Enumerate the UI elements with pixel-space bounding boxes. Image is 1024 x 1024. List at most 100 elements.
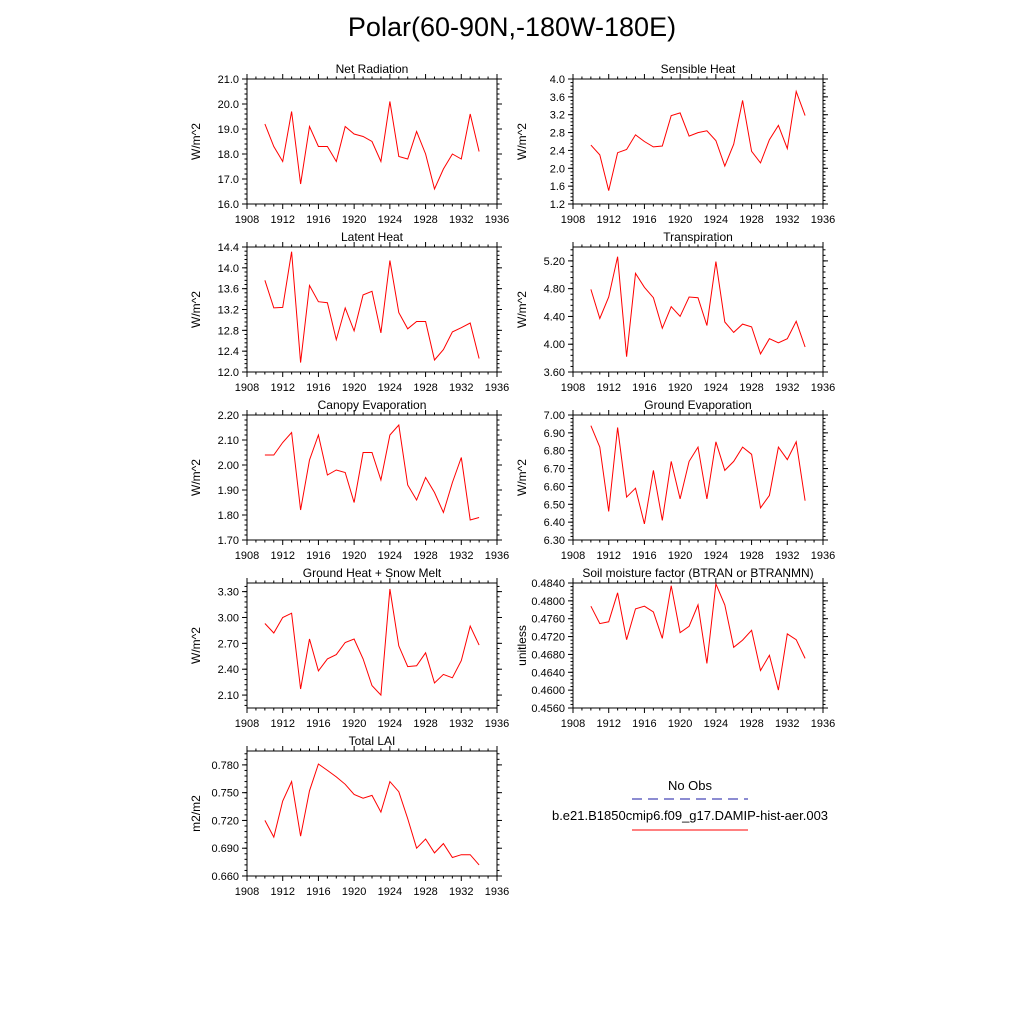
panel-9-xtick-label: 1912 xyxy=(270,886,294,898)
panel-1-ytick-label: 21.0 xyxy=(218,74,239,86)
panel-9-xtick-label: 1908 xyxy=(235,886,259,898)
panel-6-xtick-label: 1916 xyxy=(632,550,656,562)
panel-3-ytick-label: 13.2 xyxy=(218,305,239,317)
panel-4-ytick-label: 4.00 xyxy=(544,339,565,351)
panel-3-ytick-label: 14.0 xyxy=(218,263,239,275)
panel-8-xtick-label: 1908 xyxy=(561,718,585,730)
panel-8-xtick-label: 1916 xyxy=(632,718,656,730)
panel-9-xtick-label: 1936 xyxy=(485,886,509,898)
panel-7-series-line-1 xyxy=(264,588,480,697)
panel-3-xtick-label: 1916 xyxy=(306,382,330,394)
panel-8-ylabel: unitless xyxy=(515,625,529,666)
panel-6-xtick-label: 1924 xyxy=(704,550,728,562)
panel-4-frame xyxy=(572,246,824,373)
legend-label-obs: No Obs xyxy=(667,778,713,793)
panel-8-ytick-label: 0.4600 xyxy=(531,685,565,697)
panel-4-ytick-label: 4.80 xyxy=(544,284,565,296)
panel-1-xtick-label: 1920 xyxy=(342,214,366,226)
panel-3-ylabel: W/m^2 xyxy=(189,291,203,328)
panel-6-ytick-label: 7.00 xyxy=(544,410,565,422)
panel-6-xtick-label: 1932 xyxy=(775,550,799,562)
panel-7-xtick-label: 1920 xyxy=(342,718,366,730)
panel-7-ytick-label: 2.40 xyxy=(218,664,239,676)
panel-9-xtick-label: 1924 xyxy=(378,886,402,898)
panel-5-ytick-label: 2.10 xyxy=(218,435,239,447)
legend-line-model xyxy=(632,829,748,831)
panel-9-ytick-label: 0.690 xyxy=(211,843,239,855)
panel-5-xtick-label: 1912 xyxy=(270,550,294,562)
panel-4-ytick-label: 3.60 xyxy=(544,367,565,379)
panel-6-ytick-label: 6.70 xyxy=(544,464,565,476)
panel-2-ytick-label: 1.6 xyxy=(550,181,565,193)
panel-7-xtick-label: 1912 xyxy=(270,718,294,730)
panel-8-series-line-1 xyxy=(590,581,806,691)
panel-5-ytick-label: 1.90 xyxy=(218,485,239,497)
legend-label-model: b.e21.B1850cmip6.f09_g17.DAMIP-hist-aer.… xyxy=(551,808,829,823)
panel-2-ytick-label: 4.0 xyxy=(550,74,565,86)
panel-6-ytick-label: 6.90 xyxy=(544,428,565,440)
panel-8-ytick-label: 0.4800 xyxy=(531,596,565,608)
panel-6-xtick-label: 1912 xyxy=(596,550,620,562)
panel-3-xtick-label: 1928 xyxy=(413,382,437,394)
panel-5-xtick-label: 1916 xyxy=(306,550,330,562)
panel-1-xtick-label: 1928 xyxy=(413,214,437,226)
panel-2-ytick-label: 1.2 xyxy=(550,199,565,211)
panel-7-xtick-label: 1916 xyxy=(306,718,330,730)
panel-4-series-line-1 xyxy=(590,256,806,357)
panel-6-xtick-label: 1936 xyxy=(811,550,835,562)
panel-2-title: Sensible Heat xyxy=(661,62,736,76)
panel-7-ytick-label: 2.70 xyxy=(218,638,239,650)
panel-6-ytick-label: 6.60 xyxy=(544,481,565,493)
panel-2-ytick-label: 2.8 xyxy=(550,128,565,140)
panel-9-title: Total LAI xyxy=(349,734,396,748)
panel-1-ytick-label: 20.0 xyxy=(218,99,239,111)
panel-2-xtick-label: 1916 xyxy=(632,214,656,226)
panel-5-series-line-1 xyxy=(264,423,480,521)
panel-3-ytick-label: 12.4 xyxy=(218,346,239,358)
panel-5-title: Canopy Evaporation xyxy=(318,398,427,412)
panel-7-xtick-label: 1924 xyxy=(378,718,402,730)
panel-1-xtick-label: 1932 xyxy=(449,214,473,226)
panel-3-xtick-label: 1920 xyxy=(342,382,366,394)
panel-5-xtick-label: 1928 xyxy=(413,550,437,562)
panel-7-xtick-label: 1936 xyxy=(485,718,509,730)
panel-8-xtick-label: 1920 xyxy=(668,718,692,730)
panel-3-xtick-label: 1908 xyxy=(235,382,259,394)
panel-2-xtick-label: 1924 xyxy=(704,214,728,226)
panel-5-ylabel: W/m^2 xyxy=(189,459,203,496)
panel-4-xtick-label: 1936 xyxy=(811,382,835,394)
panel-5-ytick-label: 1.80 xyxy=(218,510,239,522)
panel-9-ylabel: m2/m2 xyxy=(189,795,203,832)
panel-6-xtick-label: 1908 xyxy=(561,550,585,562)
panel-8-xtick-label: 1924 xyxy=(704,718,728,730)
panel-6-title: Ground Evaporation xyxy=(644,398,751,412)
panel-4-xtick-label: 1928 xyxy=(739,382,763,394)
panel-3-ytick-label: 14.4 xyxy=(218,242,239,254)
panel-2-ytick-label: 2.4 xyxy=(550,145,565,157)
panel-3-xtick-label: 1936 xyxy=(485,382,509,394)
figure-title: Polar(60-90N,-180W-180E) xyxy=(347,12,677,42)
panel-6-ytick-label: 6.80 xyxy=(544,446,565,458)
panel-6-ytick-label: 6.40 xyxy=(544,517,565,529)
panel-6-series-line-1 xyxy=(590,425,806,525)
panel-3-title: Latent Heat xyxy=(341,230,404,244)
panel-6-ytick-label: 6.50 xyxy=(544,499,565,511)
panel-9-xtick-label: 1920 xyxy=(342,886,366,898)
panel-2-xtick-label: 1912 xyxy=(596,214,620,226)
panel-5-xtick-label: 1908 xyxy=(235,550,259,562)
panel-2-xtick-label: 1932 xyxy=(775,214,799,226)
panel-1-series-line-1 xyxy=(264,101,480,191)
panel-9-frame xyxy=(246,750,498,877)
panel-5-ytick-label: 2.20 xyxy=(218,410,239,422)
panel-7-ytick-label: 2.10 xyxy=(218,690,239,702)
panel-5-ytick-label: 1.70 xyxy=(218,535,239,547)
panel-3-xtick-label: 1932 xyxy=(449,382,473,394)
panel-2-xtick-label: 1920 xyxy=(668,214,692,226)
panel-3-ytick-label: 13.6 xyxy=(218,284,239,296)
panel-2-ytick-label: 2.0 xyxy=(550,163,565,175)
panel-5-xtick-label: 1936 xyxy=(485,550,509,562)
panel-7-xtick-label: 1908 xyxy=(235,718,259,730)
panel-3-ytick-label: 12.0 xyxy=(218,367,239,379)
panel-8-xtick-label: 1912 xyxy=(596,718,620,730)
panel-3-xtick-label: 1924 xyxy=(378,382,402,394)
